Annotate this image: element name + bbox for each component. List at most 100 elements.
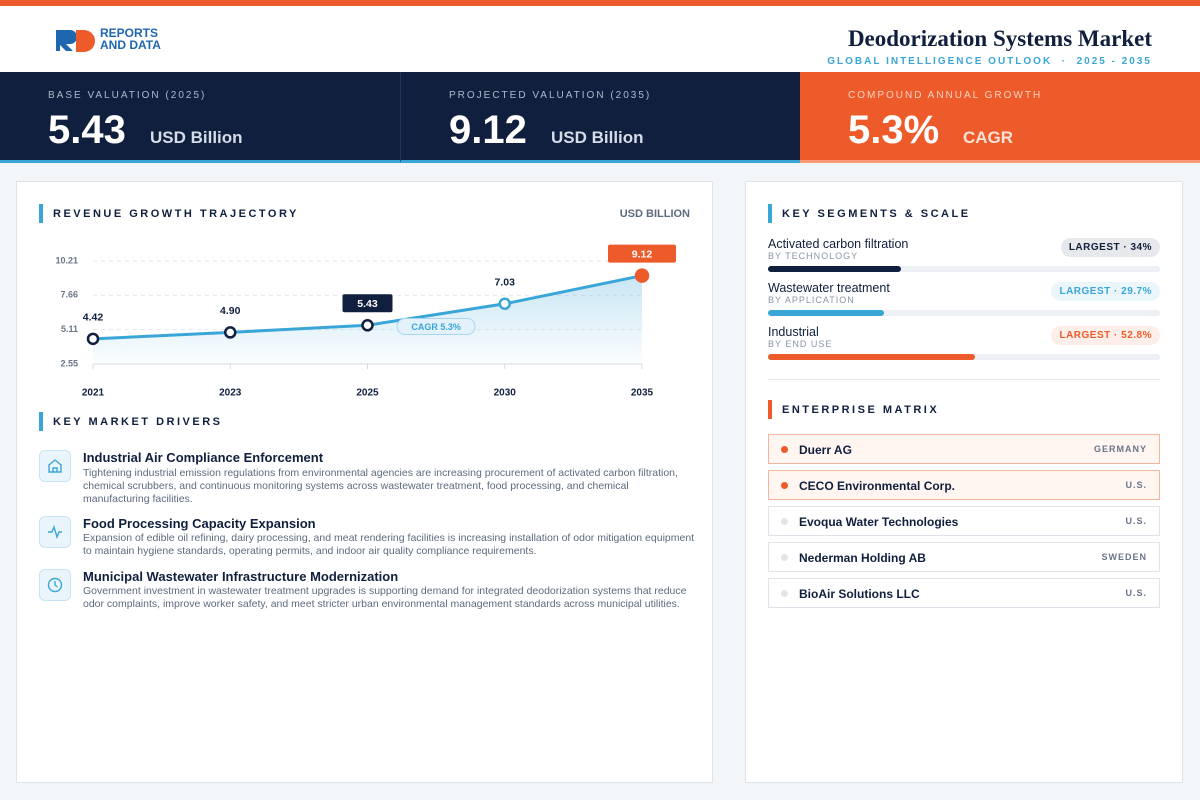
point	[86, 332, 100, 346]
status-dot	[781, 554, 788, 561]
segment-name: Activated carbon filtration	[768, 237, 909, 251]
point	[634, 268, 650, 283]
segment-badge: LARGEST · 52.8%	[1051, 326, 1160, 345]
x-tick-label: 2030	[494, 388, 517, 399]
driver-title: Industrial Air Compliance Enforcement	[83, 450, 324, 465]
annotation-pill	[396, 318, 476, 336]
label-box	[608, 244, 676, 263]
y-tick-label: 2.55	[60, 358, 78, 368]
data-label: 4.42	[83, 312, 104, 324]
segment-name: Wastewater treatment	[768, 281, 890, 295]
y-tick-label: 7.66	[60, 290, 78, 300]
section-accent	[768, 400, 772, 419]
top-accent	[0, 0, 1200, 6]
section-accent	[768, 204, 772, 223]
x-tick-label: 2021	[82, 388, 105, 399]
area	[93, 275, 642, 364]
x-tick-label: 2023	[219, 388, 242, 399]
company-name: Evoqua Water Technologies	[799, 515, 959, 529]
segment-bar	[768, 266, 902, 272]
label-box	[342, 294, 393, 313]
company-row: BioAir Solutions LLC U.S.	[768, 578, 1160, 608]
company-country: U.S.	[1125, 516, 1147, 526]
report-title: Deodorization Systems Market	[847, 26, 1152, 51]
kpi-unit: USD Billion	[150, 128, 243, 147]
company-country: SWEDEN	[1101, 552, 1147, 562]
segment-bar	[768, 310, 885, 316]
company-name: CECO Environmental Corp.	[799, 479, 956, 493]
y-tick-label: 10.21	[55, 255, 78, 265]
section-title: KEY SEGMENTS & SCALE	[782, 208, 971, 220]
logo-text: REPORTS	[100, 26, 159, 40]
segment-bar	[768, 354, 975, 360]
company-name: Duerr AG	[799, 443, 852, 457]
section-title: KEY MARKET DRIVERS	[53, 416, 223, 428]
point	[361, 319, 374, 332]
kpi-label: BASE VALUATION (2025)	[48, 90, 207, 101]
driver-text: Tightening industrial emission regulatio…	[83, 467, 678, 505]
driver-title: Municipal Wastewater Infrastructure Mode…	[83, 569, 399, 584]
segment-category: BY END USE	[768, 339, 833, 349]
company-row: Evoqua Water Technologies U.S.	[768, 506, 1160, 536]
kpi-card: COMPOUND ANNUAL GROWTH 5.3% CAGR	[800, 72, 1200, 163]
driver-text: Government investment in wastewater trea…	[83, 585, 687, 610]
kpi-value: 9.12	[449, 108, 527, 152]
kpi-card: PROJECTED VALUATION (2035) 9.12 USD Bill…	[400, 72, 800, 163]
segment-badge: LARGEST · 29.7%	[1051, 282, 1160, 301]
divider	[768, 379, 1160, 380]
driver-text: Expansion of edible oil refining, dairy …	[83, 532, 695, 557]
segment-track	[768, 354, 1160, 360]
status-dot	[781, 590, 788, 597]
logo-mark	[56, 30, 95, 52]
segment-category: BY TECHNOLOGY	[768, 251, 859, 261]
driver-title: Food Processing Capacity Expansion	[83, 516, 316, 531]
segment-badge: LARGEST · 34%	[1060, 238, 1160, 257]
kpi-value: 5.43	[48, 108, 126, 152]
company-country: GERMANY	[1093, 444, 1147, 454]
kpi-unit: USD Billion	[551, 128, 644, 147]
y-tick-label: 5.11	[61, 324, 78, 334]
segment-track	[768, 310, 1160, 316]
driver-icon	[39, 450, 71, 482]
status-dot	[781, 482, 788, 489]
status-dot	[781, 518, 788, 525]
point	[498, 297, 511, 311]
company-name: BioAir Solutions LLC	[799, 587, 920, 601]
kpi-value: 5.3%	[848, 108, 940, 152]
chart-title: REVENUE GROWTH TRAJECTORY	[53, 208, 299, 220]
annotation: CAGR 5.3%	[411, 322, 461, 332]
left-card	[16, 181, 713, 783]
section-accent	[39, 204, 43, 223]
company-name: Nederman Holding AB	[799, 551, 926, 565]
x-tick-label: 2025	[356, 388, 379, 399]
chart: 2.55 5.11 7.66 10.21 2021 4.42 2023 4.90 2025 5.4…	[55, 244, 676, 399]
data-label: 5.43	[357, 298, 378, 310]
unit-label: USD BILLION	[619, 208, 690, 220]
data-label: 7.03	[495, 277, 516, 289]
company-country: U.S.	[1125, 480, 1147, 490]
data-label: 9.12	[632, 248, 653, 260]
logo-text: AND DATA	[100, 38, 161, 52]
kpi-unit: CAGR	[963, 128, 1014, 147]
status-dot	[781, 446, 788, 453]
kpi-label: PROJECTED VALUATION (2035)	[449, 90, 652, 101]
company-row: CECO Environmental Corp. U.S.	[768, 470, 1160, 500]
section-title: ENTERPRISE MATRIX	[782, 404, 940, 416]
header: REPORTS AND DATA Deodorization Systems M…	[0, 6, 1200, 72]
section-accent	[39, 412, 43, 431]
segment-track	[768, 266, 1160, 272]
driver-icon	[39, 516, 71, 548]
kpi-card: BASE VALUATION (2025) 5.43 USD Billion	[0, 72, 400, 163]
company-row: Nederman Holding AB SWEDEN	[768, 542, 1160, 572]
driver-icon	[39, 569, 71, 601]
company-country: U.S.	[1125, 588, 1147, 598]
data-label: 4.90	[220, 305, 241, 317]
segment-category: BY APPLICATION	[768, 295, 855, 305]
point	[224, 326, 237, 339]
report-subtitle: GLOBAL INTELLIGENCE OUTLOOK · 2025 - 203…	[827, 56, 1152, 67]
company-row: Duerr AG GERMANY	[768, 434, 1160, 464]
segment-name: Industrial	[768, 325, 819, 339]
kpi-label: COMPOUND ANNUAL GROWTH	[848, 90, 1043, 101]
x-tick-label: 2035	[631, 388, 654, 399]
